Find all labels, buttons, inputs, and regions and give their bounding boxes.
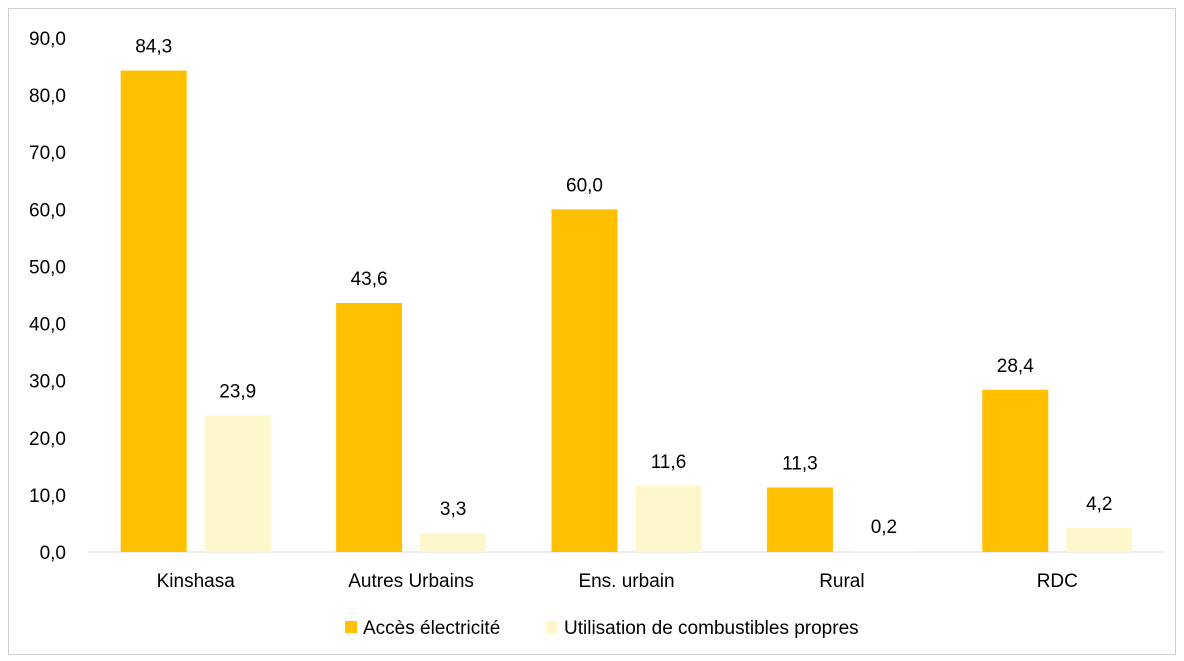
y-tick-label: 50,0 bbox=[29, 257, 66, 278]
data-label: 0,2 bbox=[871, 517, 897, 538]
data-label: 3,3 bbox=[440, 499, 466, 520]
y-tick-label: 30,0 bbox=[29, 372, 66, 393]
y-tick-label: 10,0 bbox=[29, 486, 66, 507]
bar-combustibles-propres bbox=[420, 533, 487, 552]
data-label: 4,2 bbox=[1086, 494, 1112, 515]
legend-label: Utilisation de combustibles propres bbox=[564, 618, 859, 639]
legend-label: Accès électricité bbox=[363, 618, 500, 639]
legend: Accès électricité Utilisation de combusti… bbox=[345, 618, 859, 639]
y-axis-ticks: 0,0 10,0 20,0 30,0 40,0 50,0 60,0 70,0 80,0 90,0 bbox=[29, 29, 66, 564]
category-label: RDC bbox=[1037, 571, 1078, 592]
bar-acces-electricite bbox=[336, 302, 403, 552]
y-tick-label: 90,0 bbox=[29, 29, 66, 50]
category-label: Ens. urbain bbox=[578, 571, 674, 592]
data-label: 84,3 bbox=[135, 37, 172, 58]
bar-acces-electricite bbox=[766, 487, 833, 552]
bar-acces-electricite bbox=[551, 209, 618, 553]
y-tick-label: 40,0 bbox=[29, 315, 66, 336]
bar-combustibles-propres bbox=[850, 550, 917, 552]
data-label: 28,4 bbox=[997, 356, 1034, 377]
category-label: Autres Urbains bbox=[348, 571, 474, 592]
y-tick-label: 60,0 bbox=[29, 200, 66, 221]
y-tick-label: 70,0 bbox=[29, 143, 66, 164]
bar-combustibles-propres bbox=[635, 485, 702, 552]
bar-acces-electricite bbox=[120, 70, 187, 552]
y-tick-label: 20,0 bbox=[29, 429, 66, 450]
y-tick-label: 80,0 bbox=[29, 86, 66, 107]
data-label: 43,6 bbox=[351, 269, 388, 290]
category-labels: Kinshasa Autres Urbains Ens. urbain Rural RD… bbox=[157, 571, 1078, 592]
category-label: Kinshasa bbox=[157, 571, 236, 592]
bar-acces-electricite bbox=[982, 389, 1049, 552]
data-label: 60,0 bbox=[566, 175, 603, 196]
bars bbox=[120, 70, 1133, 553]
bar-combustibles-propres bbox=[1066, 528, 1133, 552]
bar-combustibles-propres bbox=[204, 415, 271, 552]
y-tick-label: 0,0 bbox=[40, 543, 66, 564]
legend-swatch bbox=[345, 621, 357, 633]
category-label: Rural bbox=[819, 571, 864, 592]
data-labels: 84,3 23,9 43,6 3,3 60,0 11,6 11,3 0,2 28,4 4,2 bbox=[135, 37, 1112, 538]
data-label: 11,6 bbox=[651, 452, 687, 473]
data-label: 11,3 bbox=[782, 453, 818, 474]
data-label: 23,9 bbox=[219, 382, 256, 403]
legend-swatch bbox=[546, 621, 558, 633]
